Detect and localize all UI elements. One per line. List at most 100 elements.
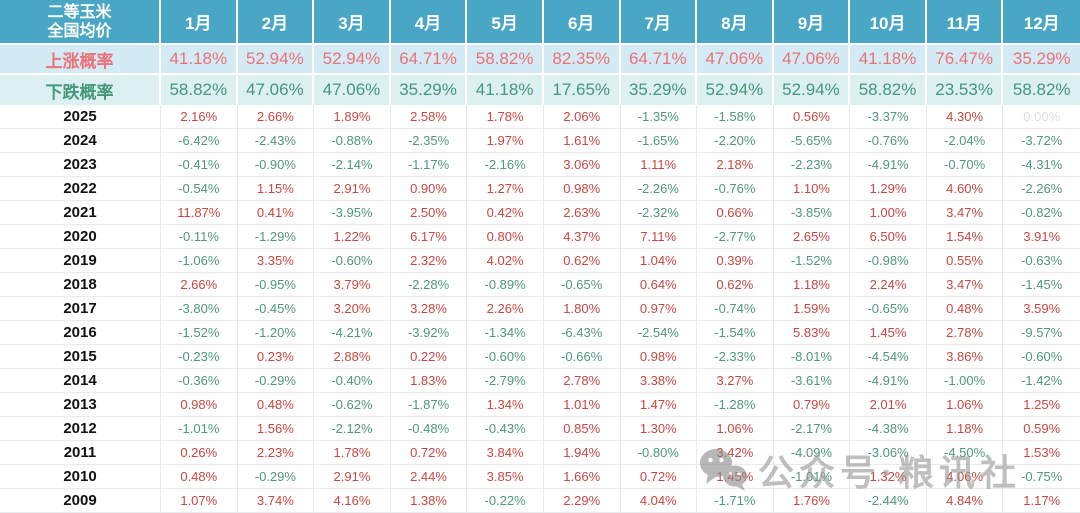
value-cell: 3.47% <box>927 273 1004 296</box>
value-cell: 3.74% <box>238 489 315 512</box>
value-cell: 0.80% <box>467 225 544 248</box>
value-cell: 4.04% <box>621 489 698 512</box>
value-cell: 0.55% <box>927 249 1004 272</box>
value-cell: 0.64% <box>621 273 698 296</box>
value-cell: -2.12% <box>314 417 391 440</box>
value-cell: 0.90% <box>391 177 468 200</box>
year-label: 2025 <box>0 105 161 128</box>
year-label: 2020 <box>0 225 161 248</box>
year-label: 2016 <box>0 321 161 344</box>
value-cell: 1.66% <box>544 465 621 488</box>
corner-title-line2: 全国均价 <box>47 22 112 40</box>
value-cell: 6.17% <box>391 225 468 248</box>
value-cell: 3.27% <box>697 369 774 392</box>
value-cell: -2.79% <box>467 369 544 392</box>
value-cell: 1.89% <box>314 105 391 128</box>
header-row: 二等玉米 全国均价 1月 2月 3月 4月 5月 6月 7月 8月 9月 10月 11月 12月 <box>0 0 1080 45</box>
value-cell: 1.78% <box>467 105 544 128</box>
value-cell: 1.00% <box>850 201 927 224</box>
value-cell: -2.04% <box>927 129 1004 152</box>
value-cell: -1.45% <box>1021 277 1063 292</box>
fall-probability-value: 52.94% <box>774 75 851 105</box>
month-header: 4月 <box>391 0 468 43</box>
year-label: 2015 <box>0 345 161 368</box>
value-cell: 3.28% <box>391 297 468 320</box>
year-label: 2017 <box>0 297 161 320</box>
fall-probability-value: 35.29% <box>621 75 698 105</box>
year-label: 2013 <box>0 393 161 416</box>
value-cell: 3.20% <box>314 297 391 320</box>
rise-probability-row: 上涨概率 41.18% 52.94% 52.94% 64.71% 58.82% 82.35… <box>0 45 1080 75</box>
rise-probability-value: 47.06% <box>774 45 851 73</box>
value-cell: -0.43% <box>467 417 544 440</box>
value-cell: 0.22% <box>391 345 468 368</box>
value-cell: 3.86% <box>927 345 1004 368</box>
fall-probability-value: 23.53% <box>927 75 1004 105</box>
value-cell: 3.85% <box>467 465 544 488</box>
month-header: 3月 <box>314 0 391 43</box>
value-cell: 4.30% <box>927 105 1004 128</box>
year-label: 2014 <box>0 369 161 392</box>
rise-probability-value: 41.18% <box>850 45 927 73</box>
value-cell: 2.24% <box>850 273 927 296</box>
month-header: 8月 <box>697 0 774 43</box>
value-cell: 3.79% <box>314 273 391 296</box>
value-cell: 2.91% <box>314 177 391 200</box>
value-cell: -0.29% <box>238 369 315 392</box>
value-cell: 0.23% <box>238 345 315 368</box>
value-cell: -4.38% <box>850 417 927 440</box>
value-cell: 2.16% <box>161 105 238 128</box>
value-cell: -1.58% <box>697 105 774 128</box>
value-cell: -0.11% <box>161 225 238 248</box>
year-label: 2019 <box>0 249 161 272</box>
value-cell: -0.40% <box>314 369 391 392</box>
year-label: 2018 <box>0 273 161 296</box>
value-cell: -2.33% <box>697 345 774 368</box>
value-cell: -2.77% <box>697 225 774 248</box>
value-cell: 6.50% <box>850 225 927 248</box>
value-cell: -0.23% <box>161 345 238 368</box>
month-header: 12月 <box>1023 14 1060 33</box>
value-cell: -6.42% <box>161 129 238 152</box>
value-cell: 0.48% <box>238 393 315 416</box>
fall-probability-value: 41.18% <box>467 75 544 105</box>
month-header: 11月 <box>927 0 1004 43</box>
value-cell: -4.54% <box>850 345 927 368</box>
value-cell: 2.44% <box>391 465 468 488</box>
value-cell: -6.43% <box>544 321 621 344</box>
value-cell: -1.06% <box>161 249 238 272</box>
fall-probability-value: 58.82% <box>1012 80 1071 99</box>
value-cell: 1.94% <box>544 441 621 464</box>
value-cell: -0.41% <box>161 153 238 176</box>
value-cell: -2.17% <box>774 417 851 440</box>
value-cell: 0.98% <box>544 177 621 200</box>
value-cell: 1.11% <box>621 153 698 176</box>
value-cell: -0.60% <box>467 345 544 368</box>
year-row: 2021 11.87% 0.41% -3.95% 2.50% 0.42% 2.63% -2.3… <box>0 201 1080 225</box>
value-cell: 1.47% <box>621 393 698 416</box>
value-cell: -1.87% <box>391 393 468 416</box>
value-cell: -4.91% <box>850 369 927 392</box>
year-row: 2025 2.16% 2.66% 1.89% 2.58% 1.78% 2.06% -1.35%… <box>0 105 1080 129</box>
fall-probability-value: 47.06% <box>238 75 315 105</box>
rise-probability-value: 52.94% <box>314 45 391 73</box>
value-cell: -0.62% <box>314 393 391 416</box>
value-cell: 2.63% <box>544 201 621 224</box>
value-cell: -0.90% <box>238 153 315 176</box>
value-cell: 1.27% <box>467 177 544 200</box>
value-cell: -1.35% <box>621 105 698 128</box>
value-cell: 0.39% <box>697 249 774 272</box>
value-cell: -1.42% <box>1021 373 1063 388</box>
value-cell: 5.83% <box>774 321 851 344</box>
year-row: 2010 0.48% -0.29% 2.91% 2.44% 3.85% 1.66% 0.72%… <box>0 465 1080 489</box>
value-cell: -4.21% <box>314 321 391 344</box>
value-cell: 0.42% <box>467 201 544 224</box>
month-header: 10月 <box>850 0 927 43</box>
rise-probability-value: 64.71% <box>621 45 698 73</box>
fall-probability-row: 下跌概率 58.82% 47.06% 47.06% 35.29% 41.18% 17.65… <box>0 75 1080 105</box>
value-cell: -1.01% <box>161 417 238 440</box>
value-cell: 0.98% <box>161 393 238 416</box>
value-cell: 2.88% <box>314 345 391 368</box>
value-cell: -1.00% <box>927 369 1004 392</box>
value-cell: -1.65% <box>621 129 698 152</box>
